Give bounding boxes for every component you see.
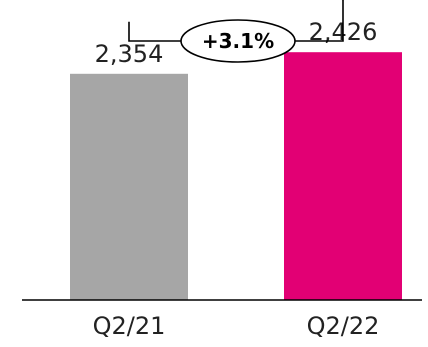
growth-arrowhead-icon — [342, 0, 344, 2]
growth-bubble — [180, 19, 296, 63]
value-label: 2,354 — [95, 40, 164, 68]
category-labels-layer: Q2/21 Q2/22 — [93, 312, 380, 340]
bar-q2-22 — [284, 52, 402, 301]
category-label: Q2/22 — [307, 312, 380, 340]
category-label: Q2/21 — [93, 312, 166, 340]
growth-percent-label: +3.1% — [202, 29, 274, 53]
growth-annotation: +3.1% — [128, 0, 344, 63]
bars-layer — [70, 52, 402, 301]
bar-q2-21 — [70, 73, 188, 300]
